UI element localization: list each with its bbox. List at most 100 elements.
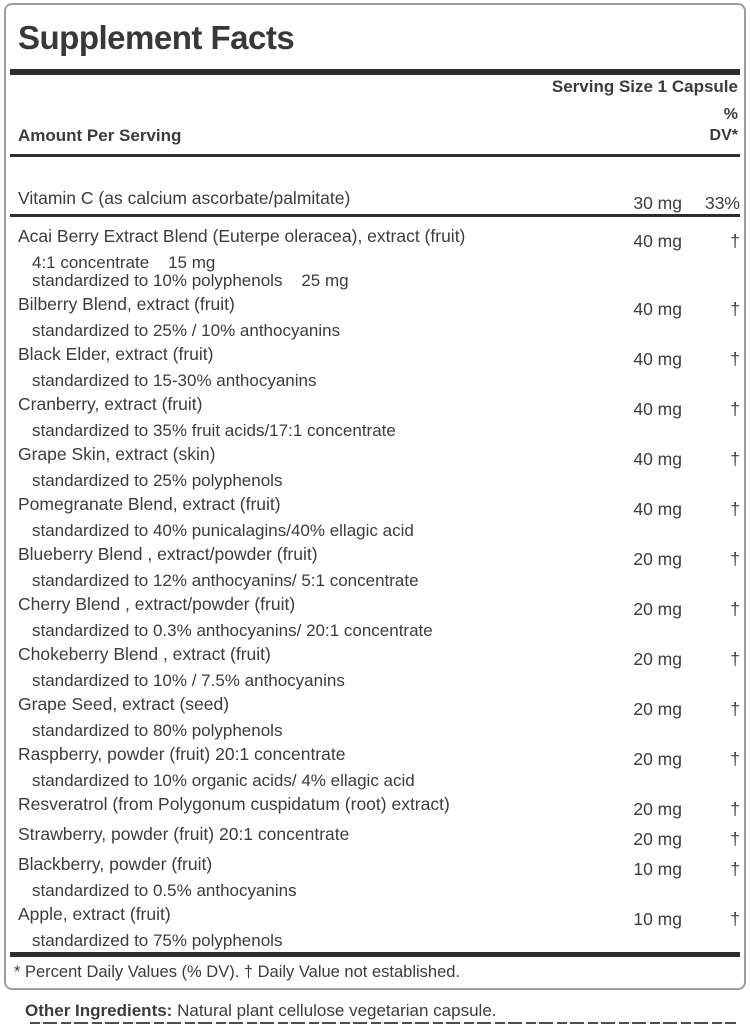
ingredient-main-line: Blueberry Blend , extract/powder (fruit)… (10, 543, 740, 569)
ingredient-dv: † (730, 859, 740, 880)
ingredient-dv: † (730, 549, 740, 570)
ingredient-amount: 20 mg (633, 599, 682, 620)
ingredient-main-line: Apple, extract (fruit) 10 mg † (10, 903, 740, 929)
ingredient-row: Grape Seed, extract (seed) 20 mg † standard… (10, 693, 740, 740)
ingredient-dv: † (730, 699, 740, 720)
ingredient-dv: † (730, 299, 740, 320)
ingredient-name: Chokeberry Blend , extract (fruit) (18, 644, 271, 665)
ingredient-row: Blackberry, powder (fruit) 10 mg † standard… (10, 853, 740, 900)
ingredient-detail-group: 4:1 concentrate 15 mg standardized to 10%… (10, 254, 740, 290)
ingredient-detail: 4:1 concentrate 15 mg (32, 253, 216, 273)
ingredient-detail: standardized to 0.3% anthocyanins/ 20:1 … (32, 621, 433, 641)
ingredient-detail-group: standardized to 10% organic acids/ 4% el… (10, 772, 740, 790)
ingredient-row: Blueberry Blend , extract/powder (fruit)… (10, 543, 740, 590)
ingredient-row: Acai Berry Extract Blend (Euterpe olerac… (10, 225, 740, 290)
other-ingredients-text: Natural plant cellulose vegetarian capsu… (172, 1001, 497, 1021)
ingredient-name: Pomegranate Blend, extract (fruit) (18, 494, 281, 515)
ingredient-dv: † (730, 449, 740, 470)
column-header-row: Amount Per Serving % DV* (10, 104, 740, 146)
ingredient-name: Bilberry Blend, extract (fruit) (18, 294, 235, 315)
ingredient-row: Bilberry Blend, extract (fruit) 40 mg † sta… (10, 293, 740, 340)
ingredient-row: Vitamin C (as calcium ascorbate/palmitat… (10, 187, 740, 213)
ingredient-detail-group: standardized to 10% / 7.5% anthocyanins (10, 672, 740, 690)
ingredient-main-line: Vitamin C (as calcium ascorbate/palmitat… (10, 187, 740, 213)
ingredient-main-line: Cherry Blend , extract/powder (fruit) 20 … (10, 593, 740, 619)
ingredient-detail-group: standardized to 25% / 10% anthocyanins (10, 322, 740, 340)
ingredient-main-line: Bilberry Blend, extract (fruit) 40 mg † (10, 293, 740, 319)
ingredient-main-line: Blackberry, powder (fruit) 10 mg † (10, 853, 740, 879)
ingredient-row: Black Elder, extract (fruit) 40 mg † standa… (10, 343, 740, 390)
ingredient-amount: 20 mg (633, 799, 682, 820)
ingredient-amount: 10 mg (633, 859, 682, 880)
ingredient-name: Blackberry, powder (fruit) (18, 854, 213, 875)
clipped-text-line (30, 1022, 736, 1024)
ingredient-name: Resveratrol (from Polygonum cuspidatum (… (18, 794, 450, 815)
ingredient-amount: 40 mg (633, 299, 682, 320)
ingredient-name: Grape Skin, extract (skin) (18, 444, 216, 465)
ingredient-detail: standardized to 10% organic acids/ 4% el… (32, 771, 415, 791)
ingredient-rows: Vitamin C (as calcium ascorbate/palmitat… (10, 187, 740, 950)
title-divider-bar (10, 69, 740, 76)
ingredient-name: Vitamin C (as calcium ascorbate/palmitat… (18, 188, 351, 209)
dv-footnote: * Percent Daily Values (% DV). † Daily V… (14, 963, 461, 982)
ingredient-amount: 40 mg (633, 349, 682, 370)
ingredient-detail-group: standardized to 0.3% anthocyanins/ 20:1 … (10, 622, 740, 640)
ingredient-name: Grape Seed, extract (seed) (18, 694, 230, 715)
ingredient-detail: standardized to 80% polyphenols (32, 721, 283, 741)
ingredient-row: Grape Skin, extract (skin) 40 mg † standard… (10, 443, 740, 490)
ingredient-name: Blueberry Blend , extract/powder (fruit) (18, 544, 318, 565)
ingredient-dv: † (730, 829, 740, 850)
ingredient-detail-group: standardized to 35% fruit acids/17:1 con… (10, 422, 740, 440)
ingredient-amount: 40 mg (633, 449, 682, 470)
supplement-facts-panel: Supplement Facts Serving Size 1 Capsule … (4, 3, 746, 991)
ingredient-amount: 20 mg (633, 649, 682, 670)
other-ingredients-label: Other Ingredients: (25, 1001, 173, 1021)
ingredient-detail: standardized to 25% polyphenols (32, 471, 283, 491)
ingredient-main-line: Pomegranate Blend, extract (fruit) 40 mg † (10, 493, 740, 519)
ingredient-name: Apple, extract (fruit) (18, 904, 171, 925)
ingredient-row: Cranberry, extract (fruit) 40 mg † standard… (10, 393, 740, 440)
ingredient-detail-group: standardized to 12% anthocyanins/ 5:1 co… (10, 572, 740, 590)
ingredient-dv: † (730, 399, 740, 420)
ingredient-dv: 33% (704, 193, 740, 214)
ingredient-detail: standardized to 25% / 10% anthocyanins (32, 321, 341, 341)
ingredient-main-line: Grape Skin, extract (skin) 40 mg † (10, 443, 740, 469)
ingredient-main-line: Raspberry, powder (fruit) 20:1 concentra… (10, 743, 740, 769)
ingredient-main-line: Resveratrol (from Polygonum cuspidatum (… (10, 793, 740, 819)
ingredient-detail-group: standardized to 0.5% anthocyanins (10, 882, 740, 900)
ingredient-name: Cranberry, extract (fruit) (18, 394, 203, 415)
ingredient-name: Cherry Blend , extract/powder (fruit) (18, 594, 296, 615)
ingredient-row: Strawberry, powder (fruit) 20:1 concentr… (10, 823, 740, 849)
ingredient-amount: 20 mg (633, 749, 682, 770)
serving-size: Serving Size 1 Capsule (551, 77, 738, 97)
ingredient-row: Resveratrol (from Polygonum cuspidatum (… (10, 793, 740, 819)
amount-per-serving-header: Amount Per Serving (18, 126, 182, 146)
ingredient-main-line: Grape Seed, extract (seed) 20 mg † (10, 693, 740, 719)
ingredient-name: Strawberry, powder (fruit) 20:1 concentr… (18, 824, 350, 845)
footer-divider-bar (10, 952, 740, 958)
ingredient-dv: † (730, 749, 740, 770)
header-divider-rule (10, 154, 740, 158)
ingredient-dv: † (730, 799, 740, 820)
ingredient-detail-group: standardized to 25% polyphenols (10, 472, 740, 490)
ingredient-detail-group: standardized to 40% punicalagins/40% ell… (10, 522, 740, 540)
ingredient-main-line: Strawberry, powder (fruit) 20:1 concentr… (10, 823, 740, 849)
ingredient-amount: 20 mg (633, 549, 682, 570)
ingredient-row: Chokeberry Blend , extract (fruit) 20 mg †… (10, 643, 740, 690)
ingredient-dv: † (730, 499, 740, 520)
ingredient-name: Acai Berry Extract Blend (Euterpe olerac… (18, 226, 466, 247)
other-ingredients: Other Ingredients: Natural plant cellulo… (25, 1002, 750, 1020)
ingredient-row: Cherry Blend , extract/powder (fruit) 20 … (10, 593, 740, 640)
ingredient-detail-group: standardized to 75% polyphenols (10, 932, 740, 950)
ingredient-amount: 30 mg (633, 193, 682, 214)
percent-dv-header-line1: % (723, 106, 738, 124)
ingredient-detail: standardized to 0.5% anthocyanins (32, 881, 297, 901)
ingredient-detail: standardized to 75% polyphenols (32, 931, 283, 951)
ingredient-detail: standardized to 12% anthocyanins/ 5:1 co… (32, 571, 419, 591)
ingredient-detail: standardized to 10% / 7.5% anthocyanins (32, 671, 345, 691)
ingredient-dv: † (730, 231, 740, 252)
ingredient-name: Raspberry, powder (fruit) 20:1 concentra… (18, 744, 346, 765)
ingredient-main-line: Cranberry, extract (fruit) 40 mg † (10, 393, 740, 419)
ingredient-dv: † (730, 349, 740, 370)
